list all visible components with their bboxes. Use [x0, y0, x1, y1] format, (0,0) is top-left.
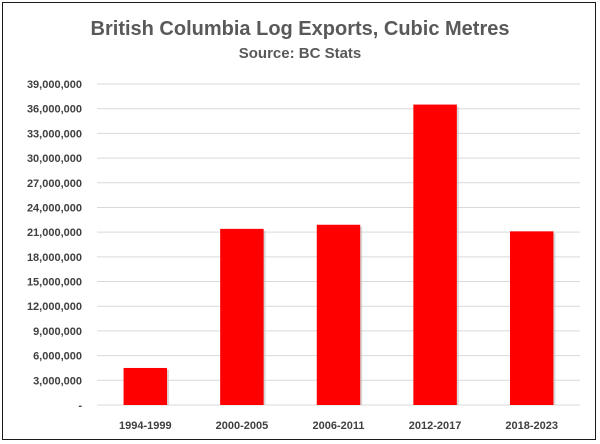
y-tick-label: 18,000,000 — [27, 252, 82, 264]
y-tick-label: - — [78, 400, 82, 412]
bar-2006-2011 — [316, 224, 361, 405]
x-tick-label: 2000-2005 — [216, 420, 269, 432]
bar-1994-1999 — [123, 367, 168, 405]
y-tick-label: 15,000,000 — [27, 277, 82, 289]
y-tick-label: 3,000,000 — [33, 375, 82, 387]
x-tick-label: 1994-1999 — [119, 420, 172, 432]
bars — [123, 104, 556, 406]
x-axis-ticks: 1994-1999 2000-2005 2006-2011 2012-2017 2018… — [119, 420, 558, 432]
bar-2012-2017 — [413, 104, 457, 406]
y-tick-label: 24,000,000 — [27, 202, 82, 214]
chart-frame — [2, 2, 596, 440]
y-tick-label: 21,000,000 — [27, 227, 82, 239]
bar-2000-2005 — [220, 228, 264, 405]
y-tick-label: 36,000,000 — [27, 104, 82, 116]
chart-title: British Columbia Log Exports, Cubic Metr… — [90, 18, 510, 40]
y-tick-label: 30,000,000 — [27, 153, 82, 165]
bar-2018-2023 — [509, 231, 554, 405]
x-tick-label: 2018-2023 — [505, 420, 558, 432]
x-tick-label: 2006-2011 — [313, 420, 365, 432]
y-tick-label: 33,000,000 — [27, 128, 82, 140]
chart-subtitle: Source: BC Stats — [238, 45, 362, 62]
y-axis-ticks: - 3,000,000 6,000,000 9,000,000 12,000,000 15… — [27, 79, 82, 412]
y-tick-label: 9,000,000 — [33, 326, 82, 338]
x-tick-label: 2012-2017 — [409, 420, 462, 432]
y-tick-label: 39,000,000 — [27, 79, 82, 91]
y-tick-label: 12,000,000 — [27, 301, 82, 313]
y-tick-label: 6,000,000 — [33, 351, 82, 363]
y-tick-label: 27,000,000 — [27, 178, 82, 190]
